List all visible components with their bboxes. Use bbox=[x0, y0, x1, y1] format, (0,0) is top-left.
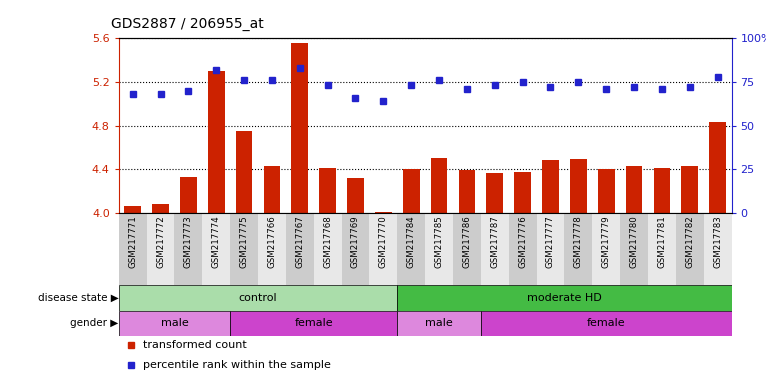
Bar bbox=[704, 213, 732, 285]
Text: male: male bbox=[161, 318, 188, 328]
Text: GSM217773: GSM217773 bbox=[184, 215, 193, 268]
Bar bbox=[542, 161, 559, 213]
Bar bbox=[342, 213, 369, 285]
Bar bbox=[236, 131, 253, 213]
Text: female: female bbox=[294, 318, 333, 328]
Bar bbox=[676, 213, 704, 285]
Bar bbox=[509, 213, 536, 285]
Bar bbox=[152, 204, 169, 213]
Text: GSM217780: GSM217780 bbox=[630, 215, 639, 268]
Bar bbox=[565, 213, 592, 285]
Bar bbox=[369, 213, 398, 285]
Bar bbox=[648, 213, 676, 285]
Bar bbox=[620, 213, 648, 285]
Bar bbox=[146, 213, 175, 285]
Bar bbox=[375, 212, 391, 213]
Text: GSM217777: GSM217777 bbox=[546, 215, 555, 268]
Text: female: female bbox=[587, 318, 626, 328]
Bar bbox=[597, 169, 614, 213]
Text: gender ▶: gender ▶ bbox=[70, 318, 119, 328]
Text: GSM217769: GSM217769 bbox=[351, 215, 360, 268]
Bar bbox=[425, 213, 453, 285]
Bar bbox=[264, 166, 280, 213]
Bar bbox=[180, 177, 197, 213]
Bar bbox=[481, 311, 732, 336]
Bar bbox=[536, 213, 565, 285]
Text: GSM217768: GSM217768 bbox=[323, 215, 332, 268]
Bar bbox=[514, 172, 531, 213]
Text: GSM217774: GSM217774 bbox=[211, 215, 221, 268]
Text: GSM217785: GSM217785 bbox=[434, 215, 444, 268]
Bar bbox=[592, 213, 620, 285]
Bar bbox=[175, 213, 202, 285]
Bar bbox=[709, 122, 726, 213]
Text: GSM217776: GSM217776 bbox=[518, 215, 527, 268]
Bar bbox=[119, 285, 398, 311]
Text: GSM217787: GSM217787 bbox=[490, 215, 499, 268]
Text: GSM217771: GSM217771 bbox=[128, 215, 137, 268]
Text: male: male bbox=[425, 318, 453, 328]
Bar bbox=[124, 206, 141, 213]
Bar bbox=[230, 213, 258, 285]
Bar bbox=[319, 168, 336, 213]
Text: GDS2887 / 206955_at: GDS2887 / 206955_at bbox=[111, 17, 264, 31]
Bar bbox=[626, 166, 643, 213]
Bar bbox=[230, 311, 398, 336]
Bar bbox=[258, 213, 286, 285]
Text: transformed count: transformed count bbox=[143, 340, 247, 350]
Bar bbox=[208, 71, 224, 213]
Bar bbox=[202, 213, 230, 285]
Text: GSM217767: GSM217767 bbox=[295, 215, 304, 268]
Bar bbox=[486, 174, 503, 213]
Text: percentile rank within the sample: percentile rank within the sample bbox=[143, 360, 331, 370]
Bar bbox=[481, 213, 509, 285]
Text: disease state ▶: disease state ▶ bbox=[38, 293, 119, 303]
Text: GSM217784: GSM217784 bbox=[407, 215, 416, 268]
Bar bbox=[398, 311, 481, 336]
Bar bbox=[453, 213, 481, 285]
Text: GSM217786: GSM217786 bbox=[463, 215, 471, 268]
Text: control: control bbox=[239, 293, 277, 303]
Text: GSM217781: GSM217781 bbox=[657, 215, 666, 268]
Bar bbox=[682, 166, 698, 213]
Bar bbox=[286, 213, 314, 285]
Bar bbox=[314, 213, 342, 285]
Bar bbox=[430, 158, 447, 213]
Bar bbox=[119, 213, 146, 285]
Bar bbox=[291, 43, 308, 213]
Text: GSM217766: GSM217766 bbox=[267, 215, 277, 268]
Bar bbox=[653, 168, 670, 213]
Bar bbox=[398, 213, 425, 285]
Text: GSM217783: GSM217783 bbox=[713, 215, 722, 268]
Bar bbox=[403, 169, 420, 213]
Text: GSM217770: GSM217770 bbox=[379, 215, 388, 268]
Bar bbox=[398, 285, 732, 311]
Text: GSM217779: GSM217779 bbox=[601, 215, 611, 268]
Text: moderate HD: moderate HD bbox=[527, 293, 602, 303]
Bar bbox=[570, 159, 587, 213]
Text: GSM217775: GSM217775 bbox=[240, 215, 249, 268]
Text: GSM217782: GSM217782 bbox=[686, 215, 694, 268]
Bar bbox=[459, 170, 475, 213]
Text: GSM217778: GSM217778 bbox=[574, 215, 583, 268]
Text: GSM217772: GSM217772 bbox=[156, 215, 165, 268]
Bar bbox=[119, 311, 230, 336]
Bar bbox=[347, 178, 364, 213]
